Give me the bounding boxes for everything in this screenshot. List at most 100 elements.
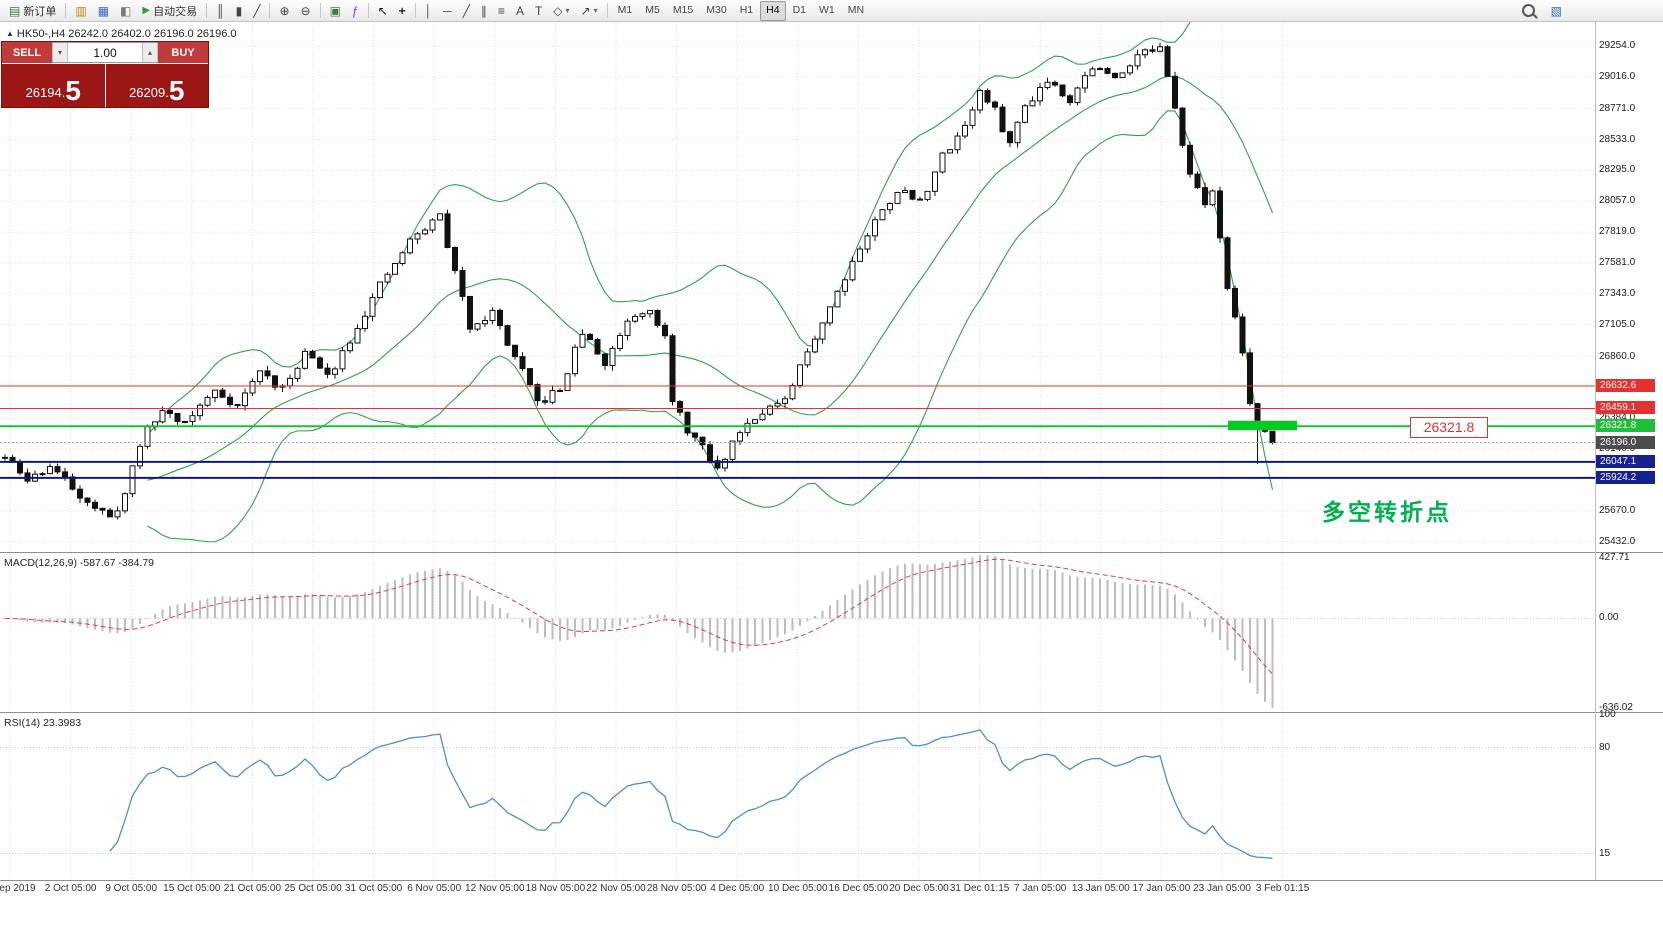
- price-axis-label: 100: [1599, 709, 1616, 720]
- toolbar-separator: [606, 3, 608, 18]
- horizontal-line-button[interactable]: ─: [438, 0, 457, 22]
- price-axis-label: 27105.0: [1599, 318, 1636, 330]
- toolbar: ▤ 新订单 ▥ ▦ ◧ ▶ 自动交易 ║ ▮ ╱ ⊕ ⊖ ▣ ƒ ↖ + │ ─…: [0, 0, 1663, 22]
- zoom-in-icon: ⊕: [279, 3, 290, 18]
- chart-canvas[interactable]: [0, 22, 1663, 949]
- candlestick-chart-button[interactable]: ▮: [231, 0, 248, 22]
- line-chart-icon: ╱: [253, 3, 261, 18]
- volume-value[interactable]: 1.00: [93, 45, 117, 60]
- time-axis-label: 7 Jan 05:00: [1014, 883, 1067, 894]
- crosshair-icon: +: [398, 3, 406, 18]
- timeframe-h4[interactable]: H4: [760, 0, 786, 21]
- price-axis-label: 28057.0: [1599, 195, 1636, 207]
- autotrade-play-icon: ▶: [142, 4, 151, 16]
- volume-stepper[interactable]: ▾ 1.00 ▴: [52, 42, 158, 63]
- shapes-icon: ◇: [553, 3, 563, 18]
- price-axis-label: 26860.0: [1599, 350, 1636, 362]
- price-axis-label: 28533.0: [1599, 133, 1636, 145]
- fibonacci-button[interactable]: ≡: [493, 0, 510, 22]
- data-window-button[interactable]: ▦: [93, 0, 114, 22]
- text-label-icon: T: [534, 3, 543, 18]
- text-label-button[interactable]: T: [530, 0, 547, 22]
- sell-price-pip: 5: [65, 75, 81, 107]
- market-watch-button[interactable]: ▥: [70, 0, 91, 22]
- timeframe-h1[interactable]: H1: [739, 3, 754, 16]
- time-axis-label: 5 Sep 2019: [0, 883, 36, 894]
- buy-button[interactable]: BUY: [158, 42, 208, 63]
- price-axis-label: 27343.0: [1599, 287, 1636, 299]
- timeframe-d1[interactable]: D1: [792, 3, 806, 16]
- timeframe-m1[interactable]: M1: [617, 3, 633, 16]
- volume-increase-button[interactable]: ▴: [142, 43, 158, 62]
- candlestick-chart-icon: ▮: [235, 3, 243, 18]
- price-axis-label: 25432.0: [1599, 535, 1636, 547]
- market-watch-icon: ▥: [75, 3, 87, 18]
- arrows-button[interactable]: ↗ ▾: [576, 0, 603, 22]
- time-axis-label: 10 Dec 05:00: [768, 883, 828, 894]
- timeframe-mn[interactable]: MN: [847, 3, 865, 16]
- cursor-button[interactable]: ↖: [373, 0, 393, 22]
- time-axis-label: 6 Nov 05:00: [407, 883, 462, 894]
- volume-decrease-button[interactable]: ▾: [52, 43, 68, 62]
- time-axis-label: 18 Nov 05:00: [525, 883, 586, 894]
- buy-price-pip: 5: [168, 75, 185, 107]
- symbol-search-button[interactable]: [1517, 0, 1540, 22]
- macd-indicator-label: MACD(12,26,9) -587.67 -384.79: [4, 557, 154, 569]
- time-axis-label: 13 Jan 05:00: [1071, 883, 1130, 894]
- toolbar-separator: [65, 3, 67, 18]
- price-axis-label: 28295.0: [1599, 164, 1636, 176]
- chart-layout-button[interactable]: ▧: [1546, 0, 1567, 22]
- price-axis-tag: 26321.8: [1596, 419, 1655, 433]
- trendline-icon: ╱: [462, 3, 470, 18]
- price-axis-label: 28771.0: [1599, 102, 1636, 114]
- navigator-button[interactable]: ◧: [115, 0, 136, 22]
- price-axis-label: 427.71: [1599, 552, 1630, 564]
- price-axis-tag: 26459.1: [1596, 401, 1655, 415]
- timeframe-m30[interactable]: M30: [706, 3, 727, 16]
- crosshair-button[interactable]: +: [394, 0, 411, 22]
- timeframe-w1[interactable]: W1: [819, 3, 835, 16]
- line-chart-button[interactable]: ╱: [248, 0, 265, 22]
- one-click-trading-panel: SELL ▾ 1.00 ▴ BUY 26194. 5 26209. 5: [2, 42, 208, 107]
- new-order-label: 新订单: [23, 5, 57, 18]
- horizontal-line-icon: ─: [443, 3, 452, 18]
- zoom-in-button[interactable]: ⊕: [274, 0, 294, 22]
- channel-button[interactable]: ∥: [476, 0, 492, 22]
- buy-price-display[interactable]: 26209. 5: [105, 64, 208, 107]
- new-order-icon: ▤: [9, 3, 21, 18]
- price-axis-tag: 25924.2: [1596, 470, 1655, 484]
- price-axis-label: 27819.0: [1599, 226, 1636, 238]
- symbol-ohlc-text: HK50-,H4 26242.0 26402.0 26196.0 26196.0: [16, 28, 237, 40]
- toolbar-separator: [319, 3, 321, 18]
- autotrade-button[interactable]: ▶ 自动交易: [137, 0, 202, 22]
- search-icon: [1521, 4, 1535, 17]
- zoom-out-button[interactable]: ⊖: [296, 0, 316, 22]
- turning-point-note: 多空转折点: [1322, 499, 1452, 525]
- timeframe-m15[interactable]: M15: [672, 3, 694, 16]
- vertical-line-button[interactable]: │: [420, 0, 438, 22]
- sell-button[interactable]: SELL: [2, 42, 52, 63]
- time-axis-label: 9 Oct 05:00: [105, 883, 158, 894]
- shapes-button[interactable]: ◇ ▾: [548, 0, 574, 22]
- sell-price-display[interactable]: 26194. 5: [2, 64, 105, 107]
- text-icon: A: [515, 3, 524, 18]
- shapes-dropdown-icon: ▾: [565, 5, 570, 15]
- new-order-button[interactable]: ▤ 新订单: [4, 0, 61, 22]
- price-callout-box: 26321.8: [1410, 417, 1488, 438]
- toolbar-separator: [367, 3, 369, 18]
- time-axis-label: 31 Dec 01:15: [949, 883, 1010, 894]
- text-button[interactable]: A: [511, 0, 529, 22]
- trendline-button[interactable]: ╱: [458, 0, 475, 22]
- channel-icon: ∥: [480, 3, 487, 18]
- bar-chart-button[interactable]: ║: [211, 0, 230, 22]
- price-axis-label: 29016.0: [1599, 70, 1636, 82]
- time-axis-label: 12 Nov 05:00: [465, 883, 525, 894]
- tile-windows-button[interactable]: ▣: [325, 0, 346, 22]
- indicator-list-button[interactable]: ƒ: [347, 0, 364, 22]
- timeframe-m5[interactable]: M5: [645, 3, 660, 16]
- price-axis-label: 15: [1599, 847, 1611, 859]
- time-axis-label: 22 Nov 05:00: [586, 883, 646, 894]
- price-axis-tag: 26196.0: [1596, 435, 1655, 449]
- price-axis-label: -636.02: [1599, 702, 1633, 714]
